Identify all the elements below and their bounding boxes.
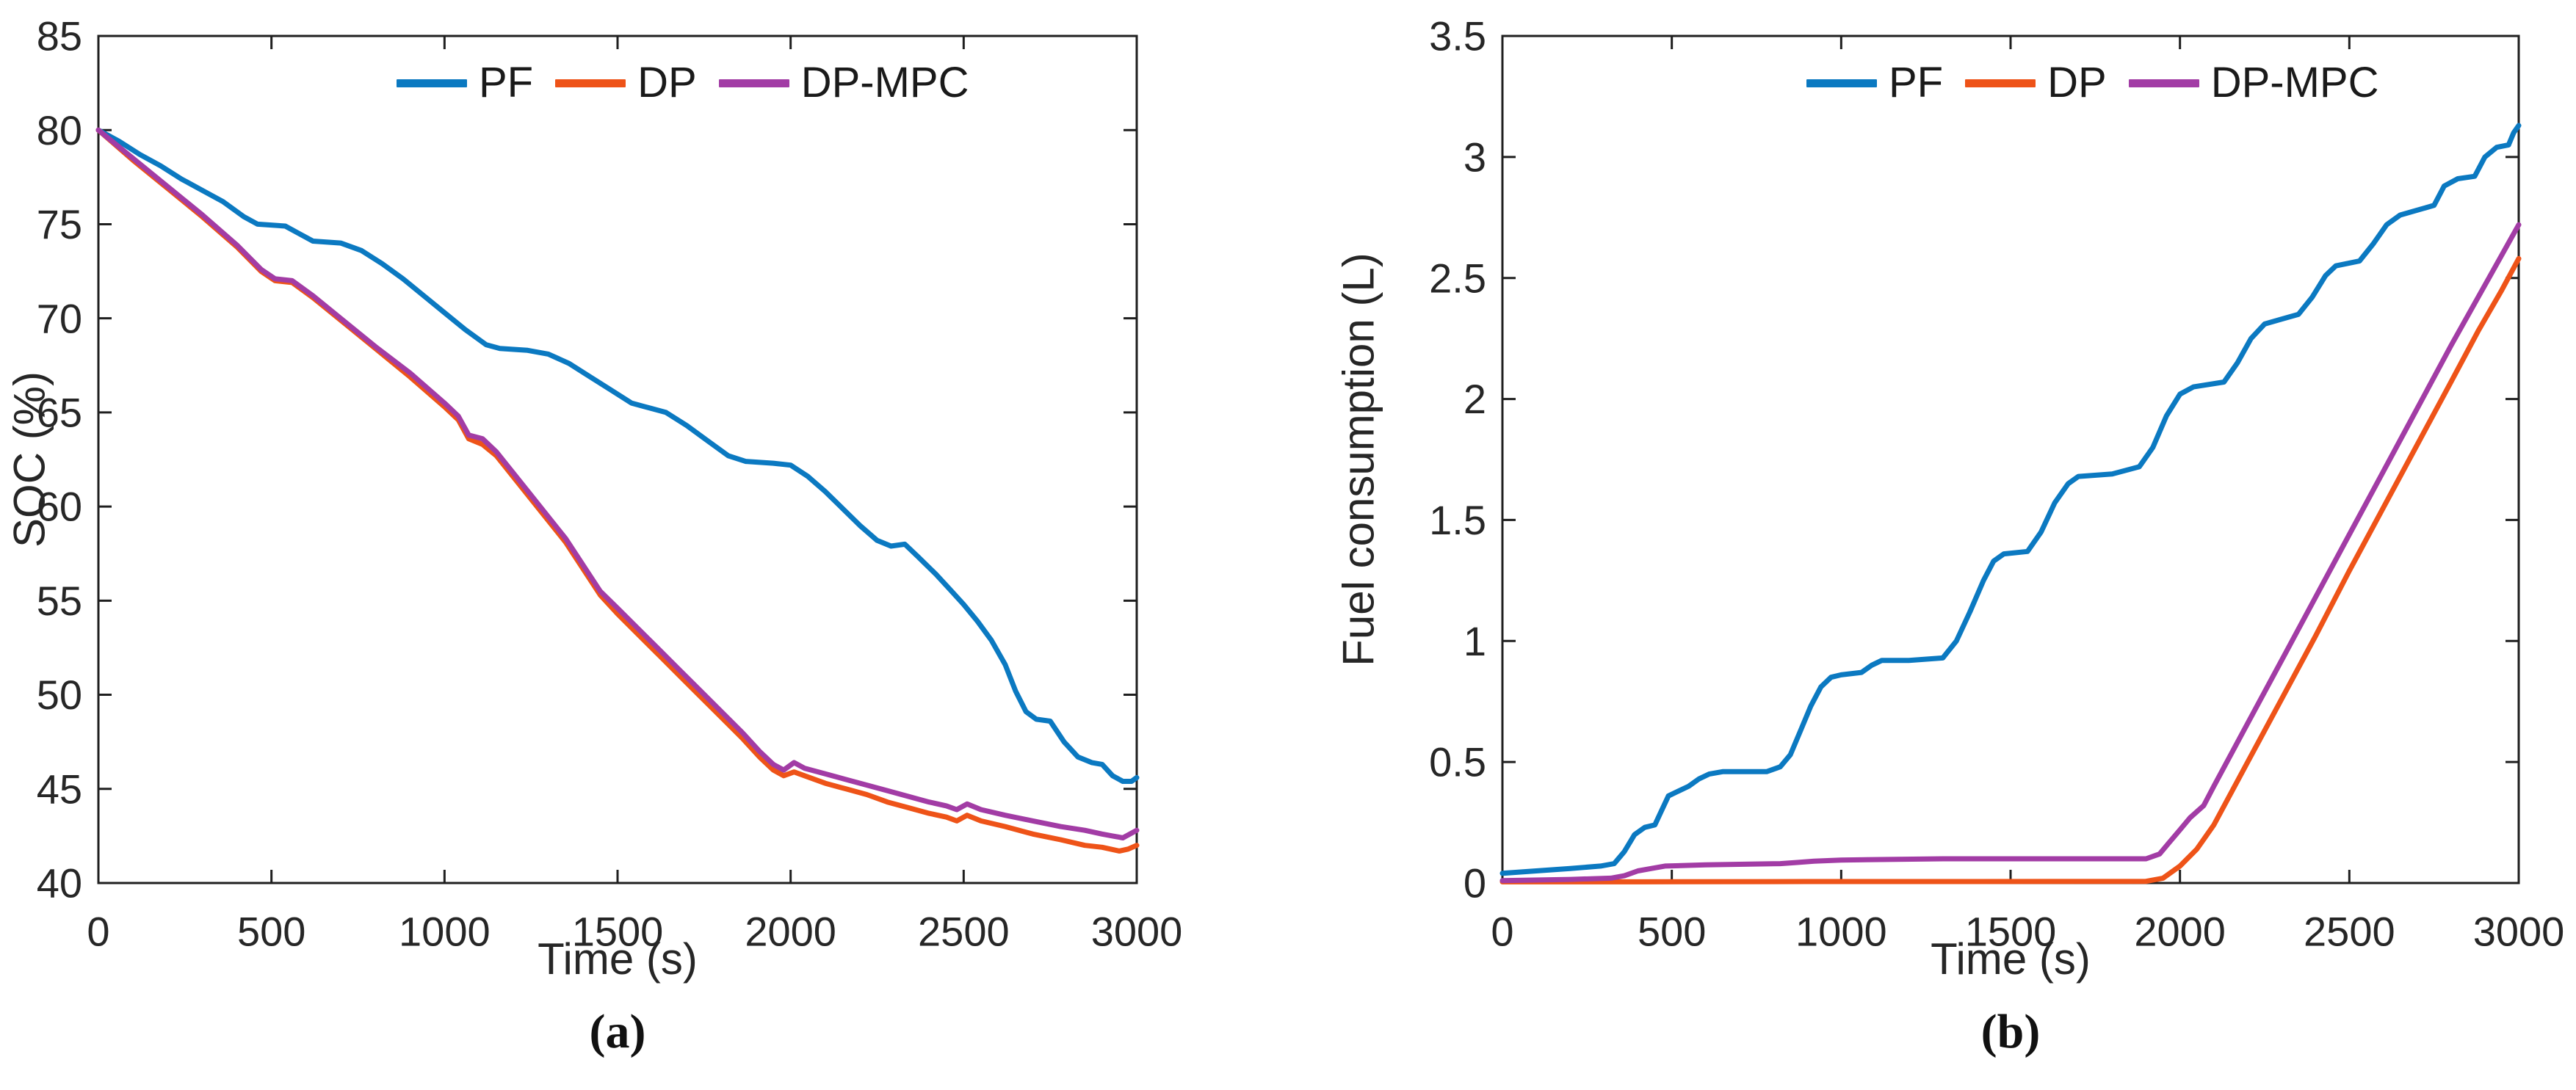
legend-swatch-dp-mpc: [718, 79, 789, 87]
y-ticks: 0 0.5 1 1.5 2 2.5 3 3.5: [1429, 13, 2519, 906]
y-tick-label: 2: [1464, 376, 1486, 422]
series-line-pf: [95, 127, 1140, 784]
legend-swatch-pf: [1806, 79, 1877, 87]
chart-b-canvas: 0 500 1000 1500 2000 2500 3000 0 0.5 1 1.5 2 2.5 3 3.5: [1429, 13, 2564, 955]
y-tick-label: 2.5: [1429, 255, 1486, 301]
plot-box: [1501, 34, 2520, 884]
y-tick-label: 3: [1464, 134, 1486, 180]
panel-a: 0 500 1000 1500 2000 2500 3000 40 45 50 55 60 65 70 75…: [4, 13, 1183, 1058]
legend-label-dp: DP: [637, 59, 697, 106]
y-ticks: 40 45 50 55 60 65 70 75 80 85: [37, 13, 1137, 906]
y-tick-label: 0: [1464, 860, 1486, 906]
y-tick-label: 65: [37, 389, 82, 435]
x-tick-label: 500: [1638, 909, 1706, 955]
y-tick-label: 1.5: [1429, 497, 1486, 543]
x-tick-label: 1500: [572, 909, 664, 955]
caption-b: (b): [1980, 1005, 2041, 1058]
x-tick-label: 0: [1491, 909, 1513, 955]
x-tick-label: 500: [237, 909, 305, 955]
y-tick-label: 60: [37, 484, 82, 530]
legend-label-dp: DP: [2047, 59, 2107, 106]
x-tick-label: 2500: [918, 909, 1010, 955]
x-tick-label: 3000: [2473, 909, 2565, 955]
series-line-dp: [1499, 255, 2522, 884]
y-tick-label: 80: [37, 107, 82, 153]
y-axis-label-b: Fuel consumption (L): [1334, 252, 1383, 666]
legend-a: PF DP DP-MPC: [397, 62, 991, 104]
legend-item-pf: PF: [1806, 62, 1943, 104]
legend-label-pf: PF: [1889, 59, 1944, 106]
legend-item-pf: PF: [397, 62, 533, 104]
y-tick-label: 70: [37, 295, 82, 341]
legend-item-dp: DP: [1965, 62, 2107, 104]
x-ticks: 0 500 1000 1500 2000 2500 3000: [1491, 36, 2564, 955]
x-tick-label: 0: [87, 909, 109, 955]
x-tick-label: 1000: [399, 909, 491, 955]
legend-swatch-pf: [397, 79, 467, 87]
x-tick-label: 2000: [745, 909, 836, 955]
x-tick-label: 2500: [2304, 909, 2395, 955]
legend-item-dp-mpc: DP-MPC: [718, 59, 969, 106]
panel-b: 0 500 1000 1500 2000 2500 3000 0 0.5 1 1.5 2 2.5 3 3.5…: [1288, 0, 2576, 1090]
legend-swatch-dp: [1965, 79, 2036, 87]
x-axis-label-a: Time (s): [538, 934, 698, 984]
y-tick-label: 1: [1464, 618, 1486, 664]
series-line-dp: [95, 127, 1140, 854]
legend-item-dp: DP: [555, 62, 697, 104]
plot-box: [97, 34, 1138, 884]
x-ticks: 0 500 1000 1500 2000 2500 3000: [87, 36, 1182, 955]
x-tick-label: 3000: [1091, 909, 1183, 955]
y-tick-label: 40: [37, 860, 82, 906]
chart-a-canvas: 0 500 1000 1500 2000 2500 3000 40 45 50 55 60 65 70 75…: [37, 13, 1183, 955]
x-axis-label-b: Time (s): [1931, 934, 2091, 984]
series-line-dp-mpc: [1499, 222, 2522, 884]
x-tick-label: 2000: [2134, 909, 2226, 955]
y-tick-label: 50: [37, 672, 82, 718]
legend-swatch-dp: [555, 79, 626, 87]
series-line-dp-mpc: [95, 127, 1140, 840]
legend-b: PF DP DP-MPC: [1806, 62, 2400, 104]
y-tick-label: 85: [37, 13, 82, 59]
legend-swatch-dp-mpc: [2128, 79, 2199, 87]
caption-a: (a): [589, 1005, 646, 1058]
legend-label-pf: PF: [479, 59, 534, 106]
x-tick-label: 1500: [1965, 909, 2057, 955]
y-axis-label-a: SOC (%): [4, 371, 54, 548]
legend-label-dp-mpc: DP-MPC: [800, 59, 969, 106]
y-tick-label: 55: [37, 578, 82, 624]
legend-label-dp-mpc: DP-MPC: [2210, 59, 2379, 106]
series-line-pf: [1499, 123, 2522, 876]
legend-item-dp-mpc: DP-MPC: [2128, 59, 2379, 106]
y-tick-label: 75: [37, 201, 82, 247]
y-tick-label: 3.5: [1429, 13, 1486, 59]
x-tick-label: 1000: [1795, 909, 1887, 955]
y-tick-label: 45: [37, 766, 82, 812]
y-tick-label: 0.5: [1429, 739, 1486, 785]
